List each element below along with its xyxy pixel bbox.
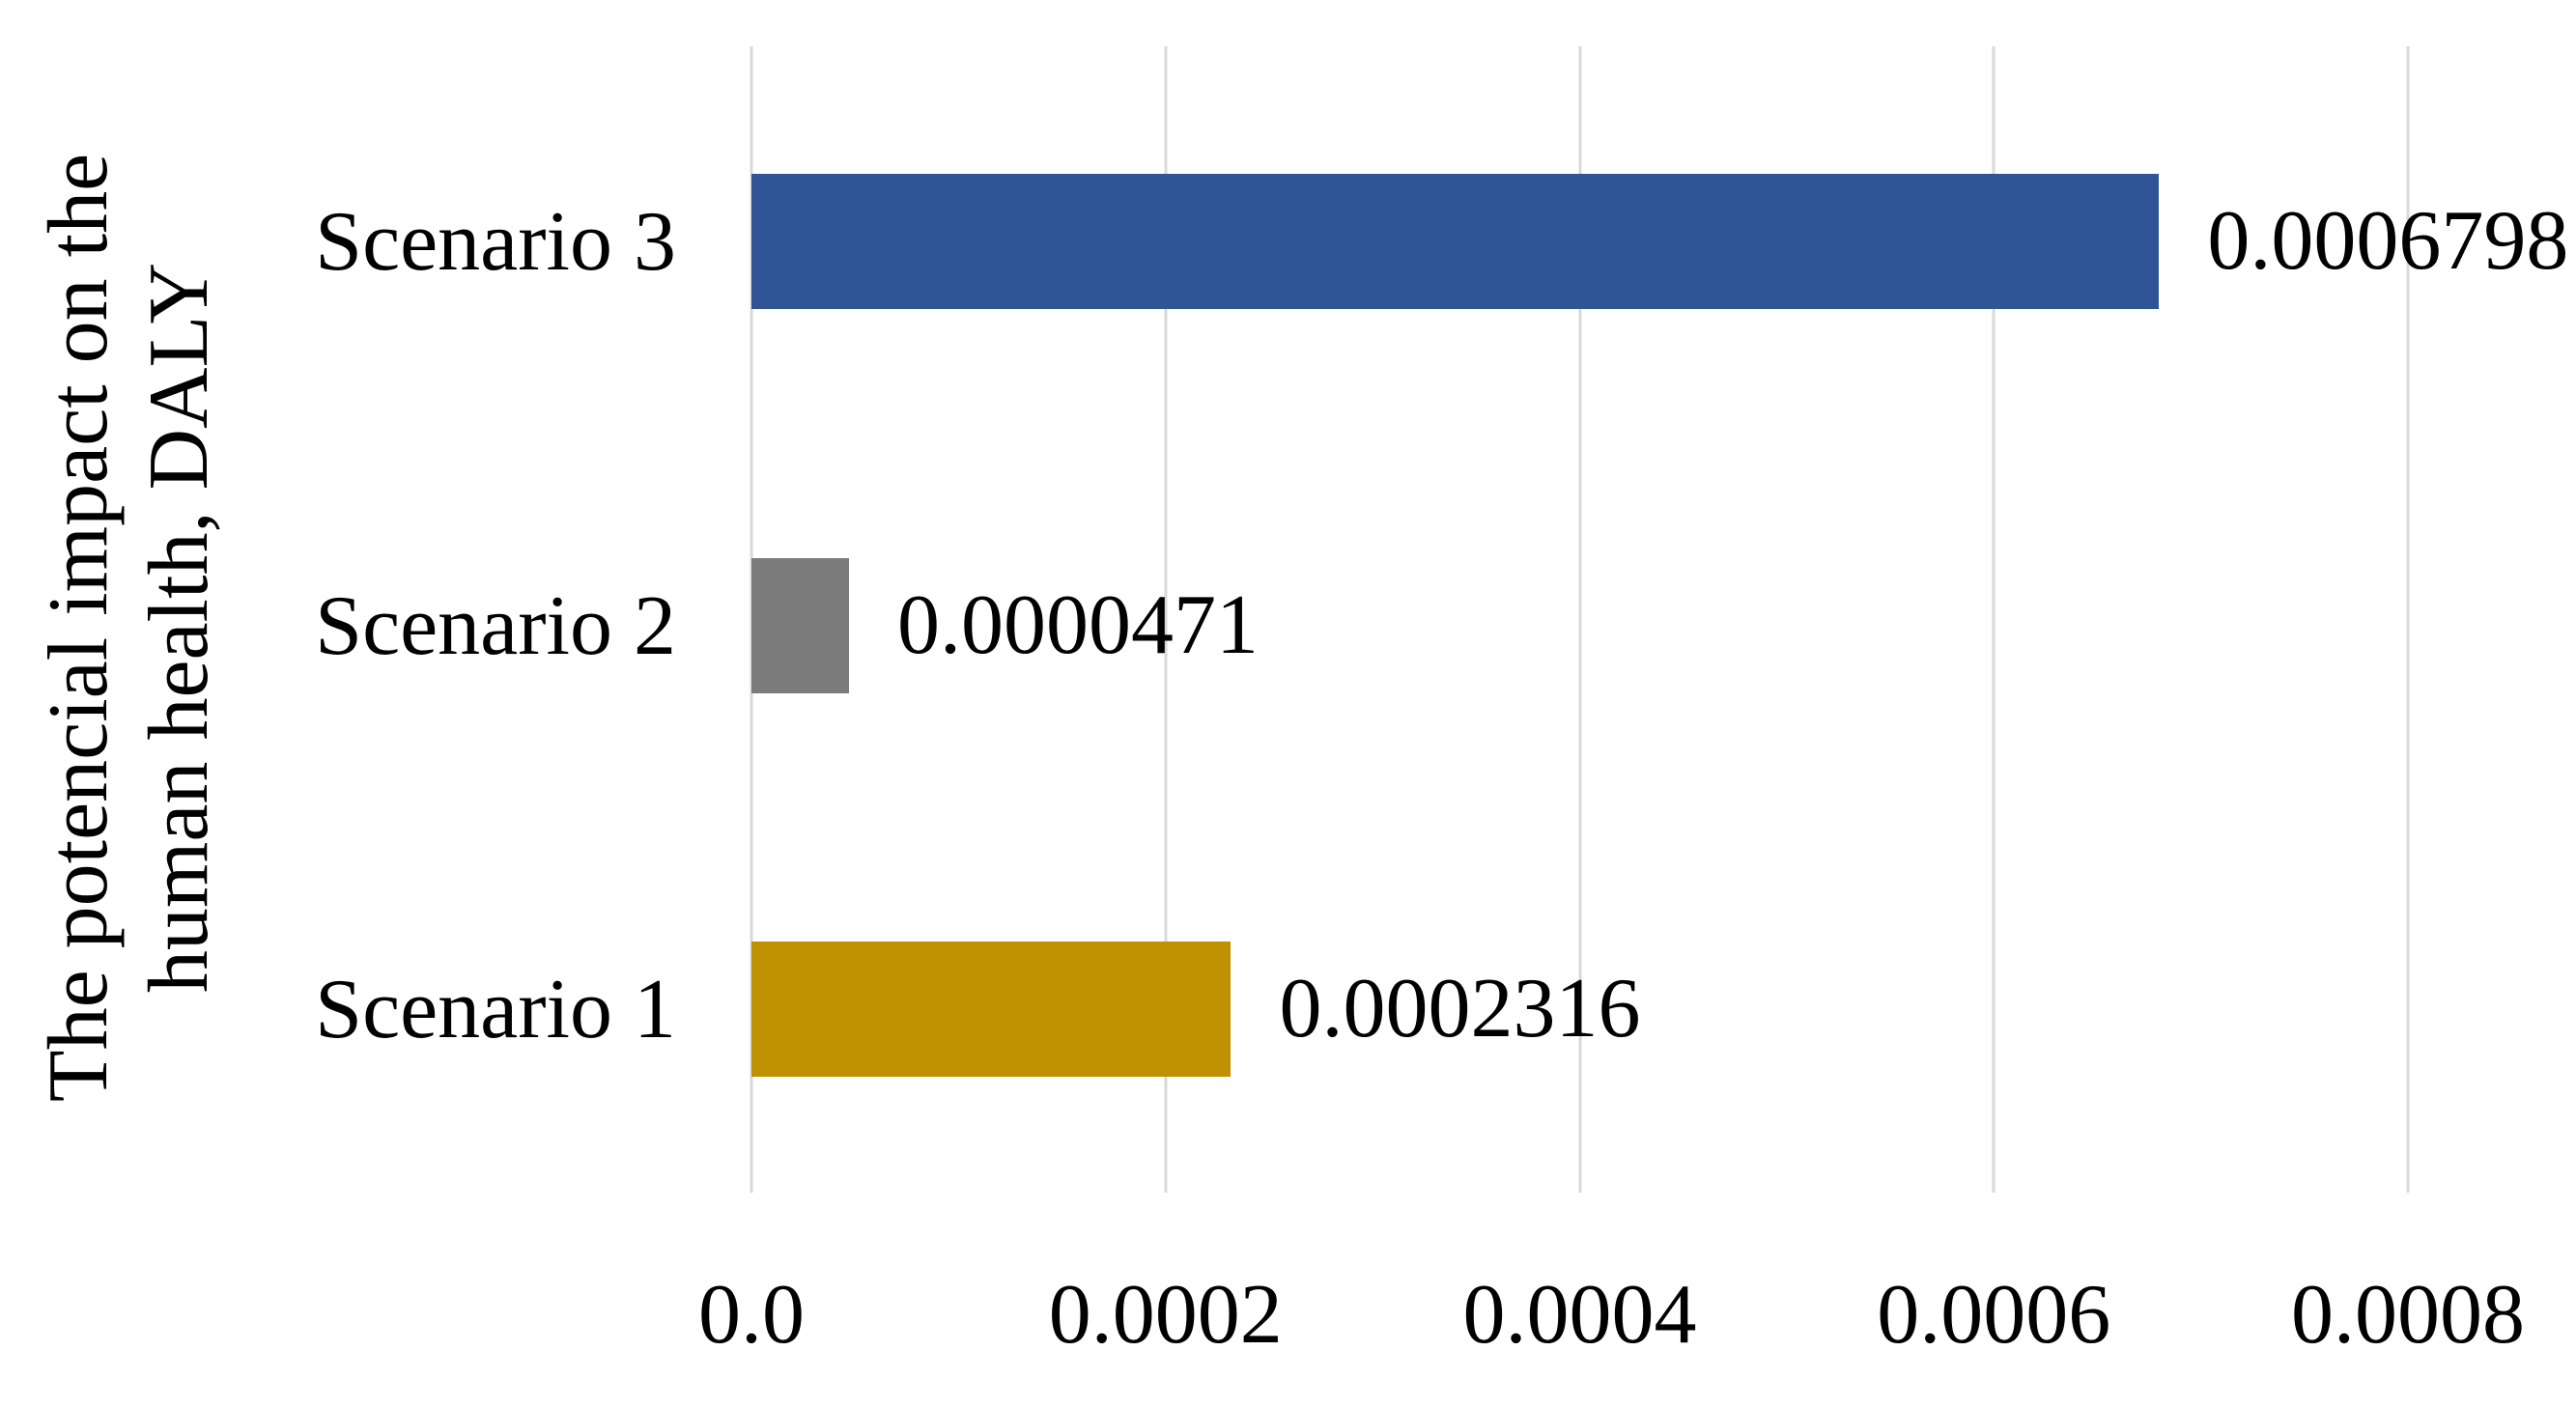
value-label-scenario-3: 0.0006798 [2207, 194, 2569, 288]
x-tick-0.0002: 0.0002 [1048, 1268, 1283, 1362]
bar-scenario-1 [751, 942, 1231, 1077]
bar-row-scenario-2: 0.0000471 [751, 558, 2576, 693]
category-label-scenario-3: Scenario 3 [315, 194, 676, 289]
category-label-scenario-1: Scenario 1 [315, 962, 676, 1056]
x-axis: 0.0 0.0002 0.0004 0.0006 0.0008 [698, 1268, 2525, 1379]
bar-scenario-3 [751, 174, 2160, 309]
category-label-scenario-2: Scenario 2 [315, 578, 676, 673]
bar-row-scenario-3: 0.0006798 [751, 174, 2576, 309]
gridline-0.0006 [1992, 46, 1996, 1193]
bar-scenario-2 [751, 558, 849, 693]
x-tick-0.0006: 0.0006 [1877, 1268, 2111, 1362]
bar-row-scenario-1: 0.0002316 [751, 942, 2576, 1077]
x-tick-0.0004: 0.0004 [1462, 1268, 1697, 1362]
value-label-scenario-2: 0.0000471 [896, 578, 1259, 672]
gridline-0.0004 [1578, 46, 1581, 1193]
x-tick-0.0008: 0.0008 [2291, 1268, 2525, 1362]
value-label-scenario-1: 0.0002316 [1279, 962, 1641, 1055]
x-tick-0.0: 0.0 [698, 1268, 805, 1362]
gridline-0.0008 [2406, 46, 2410, 1193]
gridline-0.0002 [1164, 46, 1168, 1193]
plot-area: 0.0006798 0.0000471 0.0002316 [750, 46, 2568, 1193]
